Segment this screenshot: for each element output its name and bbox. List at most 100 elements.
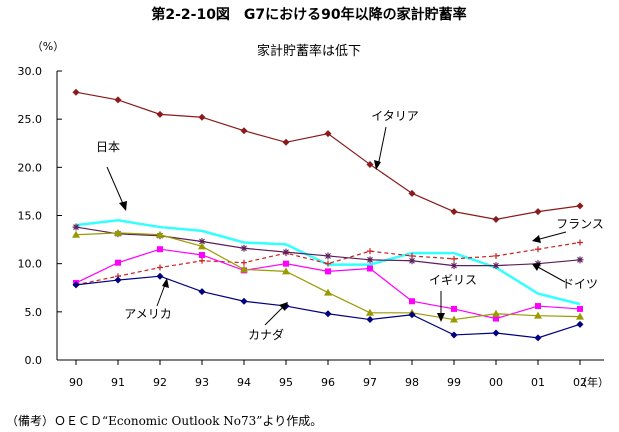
data-point: [492, 309, 500, 317]
data-point: [367, 265, 373, 272]
label-canada: カナダ: [248, 327, 284, 342]
arrowhead-france-icon: [532, 235, 541, 243]
data-point: [114, 228, 122, 236]
chart-title: 家計貯蓄率は低下: [257, 43, 361, 59]
data-point: [450, 331, 458, 339]
data-point: [450, 315, 458, 323]
data-point: [72, 88, 80, 96]
data-point: [577, 305, 583, 312]
x-tick-label: 99: [447, 376, 461, 389]
data-point: [282, 138, 290, 146]
data-point: [199, 257, 205, 264]
x-tick-label: 93: [195, 376, 209, 389]
x-tick-label: 92: [153, 376, 167, 389]
data-point: [282, 248, 290, 256]
data-point: [535, 303, 541, 310]
series-2: [73, 239, 583, 288]
x-tick-label: 97: [363, 376, 377, 389]
x-tick-label: 96: [321, 376, 335, 389]
x-tick-label: 95: [279, 376, 293, 389]
data-point: [366, 256, 374, 264]
x-tick-label: 90: [69, 376, 83, 389]
y-tick-label: 20.0: [18, 161, 43, 174]
data-point: [198, 238, 206, 246]
label-italy: イタリア: [371, 109, 419, 123]
data-point: [408, 189, 416, 197]
arrow-germany: [535, 265, 566, 283]
x-tick-label: 01: [531, 376, 545, 389]
data-point: [325, 260, 331, 267]
data-point: [366, 160, 374, 168]
arrowhead-canada-icon: [279, 302, 288, 311]
label-uk: イギリス: [429, 273, 477, 287]
series-line: [75, 91, 581, 220]
data-point: [493, 315, 499, 322]
data-point: [157, 264, 163, 271]
arrow-italy: [377, 126, 387, 167]
data-point: [114, 96, 122, 104]
data-point: [450, 262, 458, 270]
y-tick-label: 10.0: [18, 258, 43, 271]
data-point: [324, 252, 332, 260]
label-usa: アメリカ: [124, 307, 171, 321]
data-point: [156, 110, 164, 118]
data-point: [451, 255, 457, 262]
x-ticks: 90 91 92 93 94 95 96 97 98 99 00 01 02: [69, 360, 587, 389]
data-point: [198, 113, 206, 121]
arrow-france: [535, 231, 567, 241]
figure-title: 第2-2-10図 G7における90年以降の家計貯蓄率: [151, 6, 466, 23]
data-point: [324, 288, 332, 296]
data-point: [534, 208, 542, 216]
data-point: [408, 257, 416, 265]
y-ticks: 0.0 5.0 10.0 15.0 20.0 25.0 30.0: [18, 65, 62, 367]
data-point: [577, 239, 583, 246]
data-point: [240, 127, 248, 135]
arrowhead-uk-icon: [437, 313, 445, 322]
y-tick-label: 5.0: [25, 306, 43, 319]
x-tick-label: 00: [489, 376, 503, 389]
data-point: [156, 272, 164, 280]
data-point: [450, 208, 458, 216]
arrowhead-japan-icon: [119, 201, 127, 211]
y-tick-label: 30.0: [18, 65, 43, 78]
x-tick-label: 94: [237, 376, 251, 389]
data-point: [576, 202, 584, 210]
x-tick-label: 98: [405, 376, 419, 389]
data-point: [241, 259, 247, 266]
arrowhead-italy-icon: [374, 160, 381, 170]
data-point: [576, 320, 584, 328]
data-point: [115, 259, 121, 266]
series-6: [72, 272, 584, 342]
data-point: [198, 288, 206, 296]
arrow-japan: [106, 166, 125, 207]
data-point: [325, 268, 331, 275]
data-point: [198, 242, 206, 250]
data-point: [409, 298, 415, 305]
arrow-canada: [264, 304, 286, 326]
arrowhead-usa-icon: [162, 278, 169, 288]
data-point: [451, 305, 457, 312]
data-point: [156, 230, 164, 238]
annotations: イタリア 日本 フランス ドイツ イギリス カナダ アメリカ: [96, 109, 604, 342]
data-point: [492, 262, 500, 270]
data-point: [72, 230, 80, 238]
data-point: [576, 256, 584, 264]
label-france: フランス: [556, 217, 604, 231]
data-point: [72, 281, 80, 289]
y-tick-label: 15.0: [18, 210, 43, 223]
data-point: [366, 308, 374, 316]
label-japan: 日本: [96, 140, 120, 154]
data-point: [534, 334, 542, 342]
data-point: [157, 246, 163, 253]
data-point: [492, 215, 500, 223]
series-0: [72, 88, 584, 223]
data-point: [576, 312, 584, 320]
series-line: [75, 226, 581, 267]
data-point: [366, 316, 374, 324]
label-germany: ドイツ: [562, 277, 598, 291]
x-tick-label: 02: [573, 376, 587, 389]
data-point: [408, 311, 416, 319]
y-axis-unit: （%）: [32, 40, 64, 53]
data-point: [324, 310, 332, 318]
